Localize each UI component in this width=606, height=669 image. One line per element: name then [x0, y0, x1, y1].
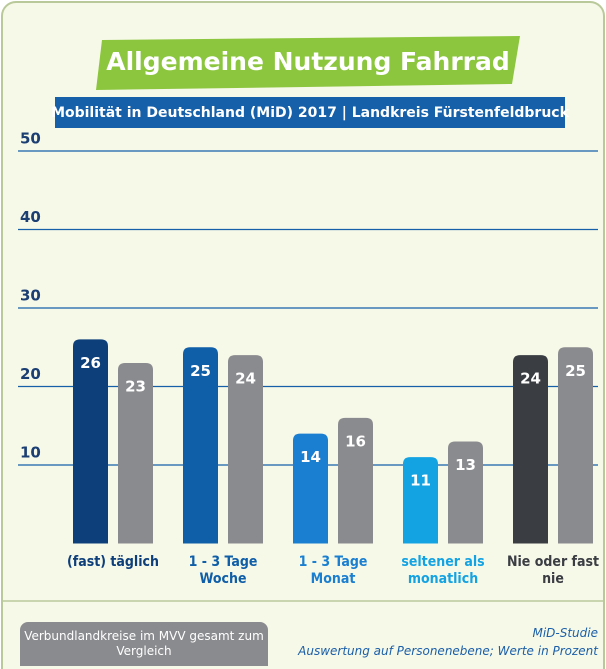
legend-entry: Verbundlandkreise im MVV gesamt zum Verg…	[20, 622, 268, 666]
bar	[73, 339, 108, 544]
x-tick-label: (fast) täglich	[67, 554, 159, 570]
bar	[513, 355, 548, 544]
x-tick-label: 1 - 3 Tage Woche	[188, 554, 258, 587]
y-tick-label: 30	[20, 287, 41, 305]
y-tick-label: 50	[20, 130, 41, 148]
value-label: 24	[235, 370, 256, 388]
x-tick-label: 1 - 3 Tage Monat	[298, 554, 368, 587]
value-label: 16	[345, 432, 366, 450]
subtitle: Mobilität in Deutschland (MiD) 2017 | La…	[51, 105, 570, 121]
bar	[448, 441, 483, 544]
bar	[293, 433, 328, 544]
x-tick-label: seltener als monatlich	[401, 554, 485, 587]
value-label: 26	[80, 354, 101, 372]
bar	[558, 347, 593, 544]
value-label: 14	[300, 448, 321, 466]
source: MiD-Studie	[532, 626, 598, 640]
x-tick-label: Nie oder fast nie	[506, 554, 600, 587]
title-banner	[96, 36, 520, 90]
value-label: 23	[125, 377, 146, 395]
chart-title: Allgemeine Nutzung Fahrrad	[106, 47, 510, 76]
bar	[228, 355, 263, 544]
value-label: 13	[455, 456, 476, 474]
bar	[118, 362, 153, 544]
subtitle-box	[55, 97, 565, 128]
y-tick-label: 40	[20, 208, 41, 226]
value-label: 25	[190, 362, 211, 380]
value-label: 24	[520, 370, 541, 388]
value-label: 11	[410, 472, 431, 490]
y-tick-label: 10	[20, 444, 41, 462]
bar	[183, 347, 218, 544]
bar	[403, 457, 438, 544]
bar	[338, 417, 373, 544]
note: Auswertung auf Personenebene; Werte in P…	[298, 644, 598, 658]
value-label: 25	[565, 362, 586, 380]
y-tick-label: 20	[20, 365, 41, 383]
